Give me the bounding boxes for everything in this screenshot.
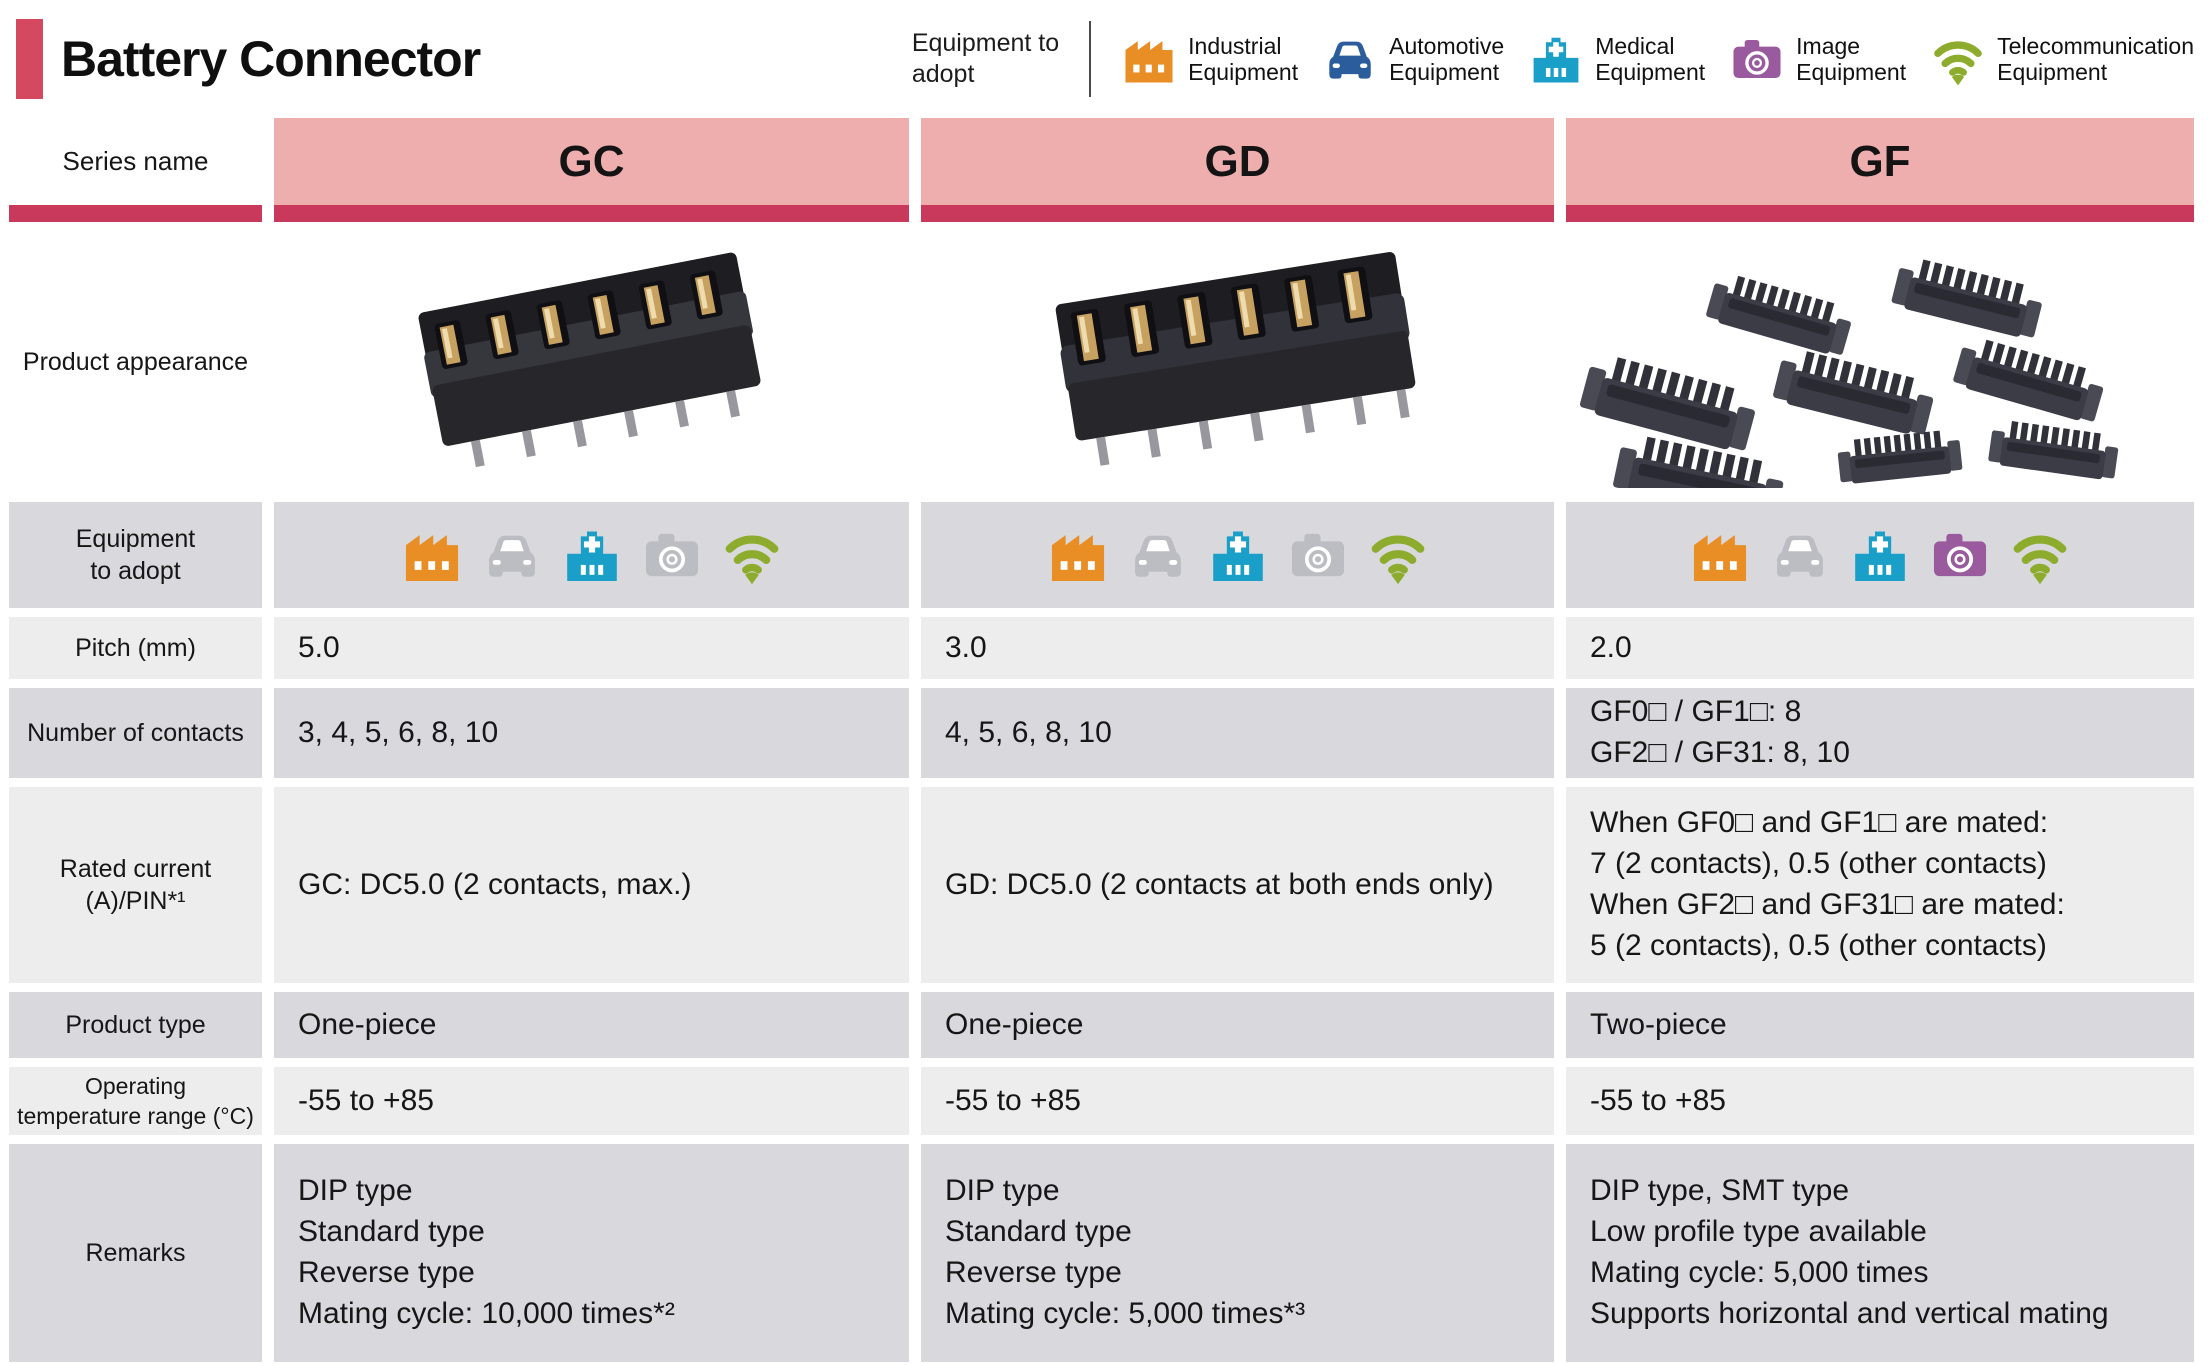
remarks-value-gc: DIP type Standard type Reverse type Mati… — [274, 1144, 909, 1362]
series-header-gc: GC — [274, 118, 909, 222]
series-name-header: Series name — [9, 118, 262, 222]
page-header: Battery Connector Equipment to adopt Ind… — [0, 0, 2210, 118]
factory-icon — [1121, 31, 1177, 87]
legend-item-image: Image Equipment — [1729, 31, 1906, 87]
factory-icon — [400, 524, 464, 586]
wifi-icon — [2008, 524, 2072, 586]
legend-item-industrial: Industrial Equipment — [1121, 31, 1298, 87]
pitch-value-gd: 3.0 — [921, 617, 1554, 679]
product-type-value-gd: One-piece — [921, 992, 1554, 1058]
pitch-value-gf: 2.0 — [1566, 617, 2194, 679]
row-label-remarks: Remarks — [9, 1144, 262, 1362]
legend-item-telecom: Telecommunication Equipment — [1930, 31, 2194, 87]
legend-divider — [1089, 21, 1092, 97]
legend-item-medical: Medical Equipment — [1528, 31, 1705, 87]
temperature-value-gc: -55 to +85 — [274, 1067, 909, 1135]
title-accent-bar — [16, 19, 43, 99]
factory-icon — [1688, 524, 1752, 586]
legend-label: Automotive Equipment — [1389, 32, 1505, 85]
camera-icon-inactive — [640, 524, 704, 586]
car-icon-inactive — [480, 524, 544, 586]
wifi-icon — [1930, 31, 1986, 87]
comparison-table: Series name GC GD GF Product appearance — [0, 118, 2210, 1362]
legend-label: Telecommunication Equipment — [1997, 32, 2194, 85]
wifi-icon — [1366, 524, 1430, 586]
camera-icon — [1729, 31, 1785, 87]
rated-value-gc: GC: DC5.0 (2 contacts, max.) — [274, 787, 909, 983]
legend-item-automotive: Automotive Equipment — [1322, 31, 1504, 87]
legend-label: Medical Equipment — [1595, 32, 1706, 85]
row-label-pitch: Pitch (mm) — [9, 617, 262, 679]
car-icon-inactive — [1126, 524, 1190, 586]
camera-icon-inactive — [1286, 524, 1350, 586]
row-label-product-type: Product type — [9, 992, 262, 1058]
equipment-icons-gf — [1566, 502, 2194, 608]
gf-product-photo — [1566, 231, 2194, 493]
factory-icon — [1046, 524, 1110, 586]
contacts-value-gf: GF0□ / GF1□: 8 GF2□ / GF31: 8, 10 — [1566, 688, 2194, 778]
camera-icon — [1928, 524, 1992, 586]
series-header-gf: GF — [1566, 118, 2194, 222]
equipment-icons-gc — [274, 502, 909, 608]
wifi-icon — [720, 524, 784, 586]
product-type-value-gf: Two-piece — [1566, 992, 2194, 1058]
legend-label: Image Equipment — [1796, 32, 1907, 85]
hospital-icon — [1528, 31, 1584, 87]
legend-label: Industrial Equipment — [1188, 32, 1299, 85]
equipment-legend-caption: Equipment to adopt — [911, 28, 1060, 88]
remarks-value-gd: DIP type Standard type Reverse type Mati… — [921, 1144, 1554, 1362]
row-label-equipment-to-adopt: Equipment to adopt — [9, 502, 262, 608]
equipment-icons-gd — [921, 502, 1554, 608]
product-type-value-gc: One-piece — [274, 992, 909, 1058]
rated-value-gf: When GF0□ and GF1□ are mated: 7 (2 conta… — [1566, 787, 2194, 983]
row-label-product-appearance: Product appearance — [9, 231, 262, 493]
contacts-value-gc: 3, 4, 5, 6, 8, 10 — [274, 688, 909, 778]
row-label-operating-temperature: Operating temperature range (°C) — [9, 1067, 262, 1135]
row-label-rated-current: Rated current (A)/PIN*¹ — [9, 787, 262, 983]
temperature-value-gf: -55 to +85 — [1566, 1067, 2194, 1135]
gc-product-photo — [274, 231, 909, 493]
hospital-icon — [560, 524, 624, 586]
car-icon — [1322, 31, 1378, 87]
remarks-value-gf: DIP type, SMT type Low profile type avai… — [1566, 1144, 2194, 1362]
hospital-icon — [1848, 524, 1912, 586]
car-icon-inactive — [1768, 524, 1832, 586]
pitch-value-gc: 5.0 — [274, 617, 909, 679]
row-label-number-of-contacts: Number of contacts — [9, 688, 262, 778]
gd-product-photo — [921, 231, 1554, 493]
rated-value-gd: GD: DC5.0 (2 contacts at both ends only) — [921, 787, 1554, 983]
equipment-legend: Equipment to adopt Industrial Equipment … — [912, 21, 2194, 97]
page-title: Battery Connector — [61, 31, 481, 87]
temperature-value-gd: -55 to +85 — [921, 1067, 1554, 1135]
hospital-icon — [1206, 524, 1270, 586]
series-header-gd: GD — [921, 118, 1554, 222]
contacts-value-gd: 4, 5, 6, 8, 10 — [921, 688, 1554, 778]
